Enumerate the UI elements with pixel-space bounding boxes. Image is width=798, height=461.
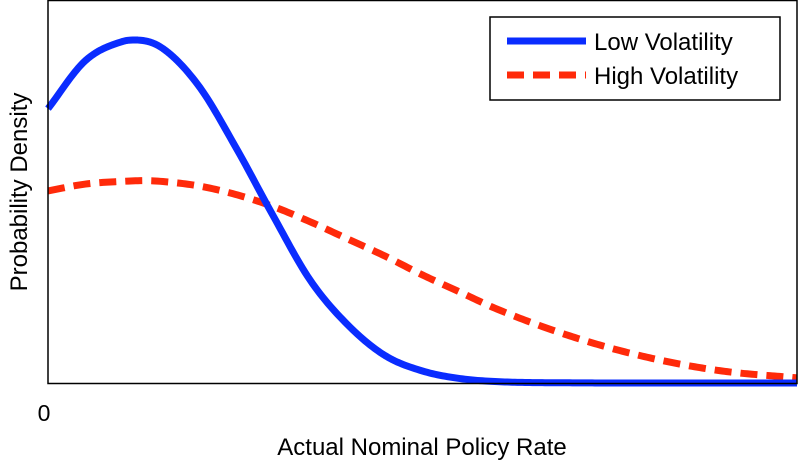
legend-label-high-volatility: High Volatility [594,63,738,90]
x-tick-label-0: 0 [38,400,51,426]
x-axis-label: Actual Nominal Policy Rate [277,434,566,461]
series-line-high-volatility [47,177,798,382]
legend: Low Volatility High Volatility [489,16,781,101]
y-axis-label: Probability Density [6,93,33,292]
legend-box [489,16,781,101]
axes-frame [47,0,798,385]
legend-label-low-volatility: Low Volatility [594,29,733,56]
